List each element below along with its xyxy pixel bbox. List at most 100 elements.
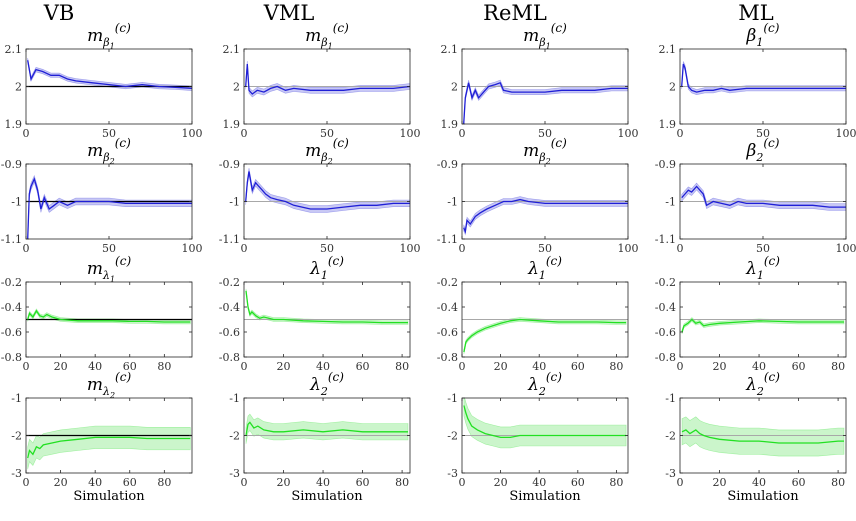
- title-symbol: λ: [309, 375, 321, 395]
- confidence-band: [27, 174, 192, 239]
- x-tick-label: 20: [494, 360, 508, 373]
- panel-title: mβ1(c): [87, 21, 131, 51]
- confidence-band: [245, 413, 409, 444]
- title-subscript: β: [102, 36, 109, 49]
- x-tick-label: 0: [241, 360, 248, 373]
- confidence-band: [245, 288, 409, 325]
- y-tick-label: -3: [229, 467, 240, 480]
- y-tick-label: -0.6: [655, 326, 676, 339]
- title-symbol: m: [87, 375, 103, 395]
- title-subscript: β: [102, 151, 109, 164]
- x-tick-label: 50: [538, 127, 552, 140]
- panel-title: λ1(c): [309, 254, 344, 282]
- x-tick-label: 100: [618, 242, 639, 255]
- x-tick-label: 60: [356, 360, 370, 373]
- title-superscript: (c): [551, 136, 567, 150]
- confidence-band: [27, 425, 191, 470]
- x-tick-label: 60: [792, 476, 806, 489]
- x-tick-label: 80: [157, 360, 171, 373]
- panel-title: λ1(c): [745, 254, 780, 282]
- x-tick-label: 0: [23, 476, 30, 489]
- x-tick-label: 50: [756, 127, 770, 140]
- x-tick-label: 40: [316, 476, 330, 489]
- title-superscript: (c): [763, 136, 779, 150]
- title-sub-subscript: 1: [546, 42, 551, 51]
- y-tick-label: 2: [669, 81, 676, 94]
- y-tick-label: -0.4: [437, 301, 458, 314]
- column-title-reml: ReML: [483, 1, 547, 25]
- axes-frame: [679, 281, 847, 358]
- title-symbol: λ: [309, 259, 321, 279]
- title-subscript: 2: [320, 385, 328, 398]
- title-symbol: m: [305, 141, 321, 161]
- title-symbol: m: [523, 26, 539, 46]
- y-tick-label: -0.4: [219, 301, 240, 314]
- y-tick-label: 1.9: [441, 118, 459, 131]
- y-tick-label: -1.1: [1, 233, 22, 246]
- title-symbol: λ: [527, 259, 539, 279]
- x-tick-label: 0: [677, 242, 684, 255]
- title-sub-subscript: 1: [110, 275, 115, 284]
- panel-r3-c0: -3 -2 -1 0 20 40 60 80 mλ2(c) Simulation: [11, 370, 193, 504]
- x-tick-label: 0: [23, 360, 30, 373]
- x-tick-label: 50: [102, 127, 116, 140]
- title-subscript: 1: [757, 269, 764, 282]
- y-tick-label: -2: [229, 430, 240, 443]
- y-tick-label: 2.1: [659, 43, 677, 56]
- y-tick-label: -0.2: [437, 276, 458, 289]
- confidence-band: [245, 168, 410, 213]
- estimate-series-line: [463, 198, 628, 234]
- y-tick-label: -0.2: [655, 276, 676, 289]
- estimate-series-line: [463, 318, 627, 353]
- y-tick-label: 2: [233, 81, 240, 94]
- x-tick-label: 60: [571, 476, 585, 489]
- panel-title: mβ2(c): [523, 136, 567, 166]
- x-tick-label: 100: [618, 127, 639, 140]
- y-tick-label: -0.8: [437, 351, 458, 364]
- x-tick-label: 40: [316, 360, 330, 373]
- x-tick-label: 0: [241, 242, 248, 255]
- y-tick-label: 2.1: [223, 43, 241, 56]
- x-tick-label: 50: [320, 242, 334, 255]
- panel-title: mβ2(c): [305, 136, 349, 166]
- title-symbol: m: [87, 141, 103, 161]
- y-tick-label: -0.8: [655, 351, 676, 364]
- confidence-band: [463, 317, 627, 354]
- title-superscript: (c): [328, 370, 344, 384]
- x-tick-label: 80: [157, 476, 171, 489]
- y-tick-label: -0.4: [1, 301, 22, 314]
- title-superscript: (c): [764, 370, 780, 384]
- panel-r3-c3: -3 -2 -1 0 20 40 60 80 λ2(c) Simulation: [665, 370, 847, 504]
- x-tick-label: 60: [123, 360, 137, 373]
- title-sub-subscript: 2: [109, 157, 115, 166]
- title-sub-subscript: 2: [109, 391, 115, 400]
- x-tick-label: 100: [400, 242, 421, 255]
- y-tick-label: -1: [11, 392, 22, 405]
- title-subscript: β: [320, 151, 327, 164]
- x-tick-label: 20: [277, 476, 291, 489]
- x-tick-label: 50: [538, 242, 552, 255]
- x-tick-label: 0: [677, 476, 684, 489]
- title-superscript: (c): [333, 136, 349, 150]
- panel-title: λ2(c): [527, 370, 562, 398]
- title-symbol: m: [523, 141, 539, 161]
- y-tick-label: -0.2: [1, 276, 22, 289]
- y-tick-label: -1: [11, 196, 22, 209]
- x-tick-label: 100: [836, 127, 856, 140]
- estimate-series-line: [27, 177, 192, 239]
- x-tick-label: 20: [713, 360, 727, 373]
- title-subscript: 1: [321, 269, 328, 282]
- estimate-series-line: [245, 171, 410, 210]
- y-tick-label: -1: [229, 196, 240, 209]
- y-tick-label: -1.1: [655, 233, 676, 246]
- x-tick-label: 80: [609, 360, 623, 373]
- title-superscript: (c): [328, 254, 344, 268]
- panel-r1-c2: -1.1 -1 -0.9 0 50 100 mβ2(c): [437, 136, 639, 255]
- y-tick-label: -1.1: [437, 233, 458, 246]
- y-tick-label: -1: [665, 196, 676, 209]
- estimate-series-line: [27, 309, 191, 323]
- axes-frame: [25, 281, 193, 358]
- x-tick-label: 0: [459, 476, 466, 489]
- confidence-band: [463, 196, 628, 236]
